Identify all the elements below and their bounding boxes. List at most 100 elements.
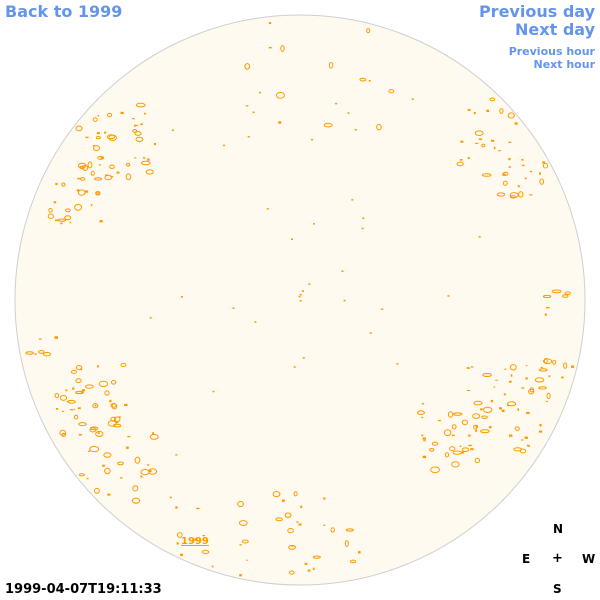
year-link[interactable]: 1999: [181, 536, 209, 547]
magnetic-feature-contour: [488, 426, 492, 429]
magnetic-feature-contour: [330, 527, 335, 533]
magnetic-feature-contour: [100, 156, 104, 160]
magnetic-feature-contour: [507, 112, 515, 119]
magnetic-feature-contour: [282, 499, 285, 502]
magnetic-feature-contour: [529, 194, 533, 196]
magnetic-feature-contour: [466, 367, 470, 369]
magnetic-feature-contour: [53, 201, 57, 204]
magnetic-feature-contour: [307, 569, 311, 572]
magnetic-feature-contour: [480, 408, 483, 411]
magnetic-feature-contour: [34, 353, 37, 355]
magnetic-feature-contour: [118, 416, 121, 418]
magnetic-feature-contour: [120, 362, 127, 368]
magnetic-feature-contour: [474, 130, 484, 136]
magnetic-feature-contour: [102, 464, 105, 467]
magnetic-feature-contour: [521, 159, 524, 161]
previous-day-link[interactable]: Previous day: [478, 2, 595, 21]
magnetic-feature-contour: [452, 450, 462, 455]
magnetic-feature-contour: [540, 367, 543, 369]
magnetic-feature-speck: [169, 496, 172, 499]
magnetic-feature-contour: [522, 164, 525, 167]
magnetic-feature-contour: [62, 410, 65, 412]
magnetic-feature-contour: [480, 429, 490, 434]
magnetic-feature-contour: [447, 411, 454, 418]
magnetic-feature-contour: [430, 466, 441, 474]
magnetic-feature-contour: [358, 551, 361, 554]
magnetic-feature-contour: [509, 195, 516, 199]
magnetic-feature-contour: [481, 173, 492, 177]
magnetic-feature-contour: [124, 403, 128, 407]
magnetic-feature-contour: [143, 157, 146, 159]
back-to-year-link[interactable]: Back to 1999: [5, 2, 123, 21]
magnetic-feature-contour: [304, 562, 308, 565]
magnetic-feature-contour: [211, 565, 214, 568]
magnetic-feature-contour: [147, 158, 150, 161]
magnetic-feature-contour: [69, 409, 74, 411]
magnetic-feature-contour: [323, 497, 326, 500]
magnetic-feature-speck: [421, 434, 424, 437]
magnetic-feature-contour: [56, 408, 59, 410]
magnetic-feature-contour: [25, 351, 34, 355]
magnetic-feature-contour: [88, 450, 90, 452]
magnetic-feature-speck: [335, 102, 338, 105]
compass-west: W: [582, 552, 596, 566]
magnetic-feature-speck: [212, 390, 215, 393]
magnetic-feature-contour: [99, 220, 103, 223]
magnetic-feature-speck: [232, 307, 235, 309]
magnetic-feature-contour: [451, 461, 460, 468]
magnetic-feature-contour: [422, 455, 427, 459]
magnetic-feature-speck: [291, 238, 293, 240]
magnetic-feature-speck: [149, 317, 152, 319]
magnetic-feature-contour: [431, 441, 439, 446]
magnetic-feature-contour: [456, 161, 464, 167]
previous-hour-link[interactable]: Previous hour: [508, 45, 595, 58]
magnetic-feature-contour: [108, 134, 117, 142]
magnetic-feature-contour: [79, 165, 85, 170]
magnetic-feature-contour: [72, 387, 75, 390]
magnetic-feature-contour: [328, 62, 334, 69]
next-hour-link[interactable]: Next hour: [533, 58, 596, 71]
magnetic-feature-contour: [517, 185, 520, 188]
magnetic-feature-contour: [126, 163, 131, 167]
magnetic-feature-contour: [109, 164, 115, 170]
magnetic-feature-contour: [474, 457, 481, 464]
magnetic-feature-contour: [564, 291, 571, 295]
magnetic-feature-contour: [134, 124, 136, 127]
magnetic-feature-speck: [175, 454, 178, 456]
magnetic-feature-contour: [268, 22, 272, 25]
magnetic-feature-contour: [548, 375, 551, 378]
magnetic-feature-contour: [438, 419, 442, 422]
magnetic-feature-contour: [514, 122, 518, 125]
magnetic-feature-speck: [311, 138, 314, 141]
next-day-link[interactable]: Next day: [515, 20, 595, 39]
magnetic-feature-contour: [467, 157, 470, 159]
magnetic-feature-contour: [106, 112, 113, 118]
compass-south: S: [553, 582, 562, 596]
magnetic-feature-contour: [132, 485, 139, 492]
magnetic-feature-contour: [544, 313, 547, 316]
magnetic-feature-contour: [542, 294, 552, 299]
magnetic-feature-contour: [120, 477, 123, 479]
magnetic-feature-contour: [92, 117, 98, 122]
magnetic-feature-contour: [238, 520, 248, 526]
magnetic-feature-speck: [447, 295, 450, 297]
magnetic-feature-contour: [545, 400, 548, 402]
magnetic-feature-speck: [171, 129, 174, 131]
magnetic-feature-contour: [110, 380, 117, 385]
magnetic-feature-contour: [449, 446, 456, 452]
magnetic-feature-speck: [341, 270, 344, 272]
magnetic-feature-contour: [75, 378, 82, 384]
magnetic-feature-contour: [245, 105, 249, 107]
magnetic-feature-contour: [76, 189, 80, 192]
magnetic-feature-contour: [89, 445, 100, 453]
magnetic-feature-contour: [508, 141, 512, 143]
magnetic-feature-contour: [538, 368, 548, 372]
magnetic-feature-contour: [495, 379, 499, 381]
magnetic-feature-contour: [97, 115, 100, 117]
magnetic-feature-speck: [223, 144, 225, 147]
magnetic-feature-contour: [57, 218, 67, 222]
magnetic-feature-contour: [323, 524, 326, 526]
magnetic-feature-speck: [343, 299, 346, 302]
magnetic-feature-contour: [461, 419, 468, 426]
magnetic-feature-contour: [468, 444, 472, 447]
